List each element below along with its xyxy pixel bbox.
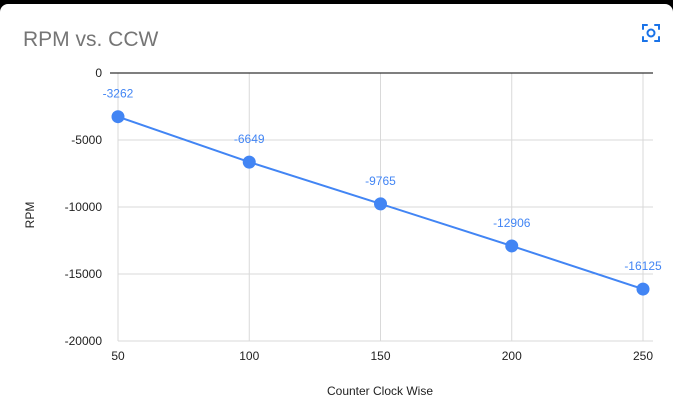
lens-icon (642, 24, 660, 42)
data-point (242, 155, 256, 169)
data-point (505, 239, 519, 253)
y-tick-label: 0 (95, 66, 102, 80)
y-tick-label: -15000 (65, 267, 103, 281)
chart-title: RPM vs. CCW (23, 28, 159, 51)
x-tick-label: 200 (502, 349, 522, 363)
lens-button[interactable] (636, 18, 666, 48)
x-tick-label: 250 (633, 349, 653, 363)
data-label: -16125 (624, 259, 662, 273)
y-tick-label: -10000 (65, 200, 103, 214)
data-label: -6649 (234, 132, 265, 146)
data-point (111, 110, 125, 124)
x-tick-label: 50 (111, 349, 125, 363)
x-axis-title: Counter Clock Wise (327, 384, 433, 398)
data-label: -3262 (103, 87, 134, 101)
x-tick-label: 150 (370, 349, 390, 363)
label-layer: -3262 -6649 -9765 -12906 -16125 (103, 87, 662, 273)
x-tick-label: 100 (239, 349, 259, 363)
data-label: -9765 (365, 174, 396, 188)
y-axis-title: RPM (23, 202, 37, 229)
y-tick-label: -20000 (65, 334, 103, 348)
y-tick-label: -5000 (71, 133, 102, 147)
series-layer (111, 110, 650, 296)
data-point (636, 282, 650, 296)
axis-layer: 0 -5000 -10000 -15000 -20000 50 100 150 200 250 (65, 66, 654, 363)
data-point (374, 197, 387, 211)
data-label: -12906 (493, 216, 531, 230)
